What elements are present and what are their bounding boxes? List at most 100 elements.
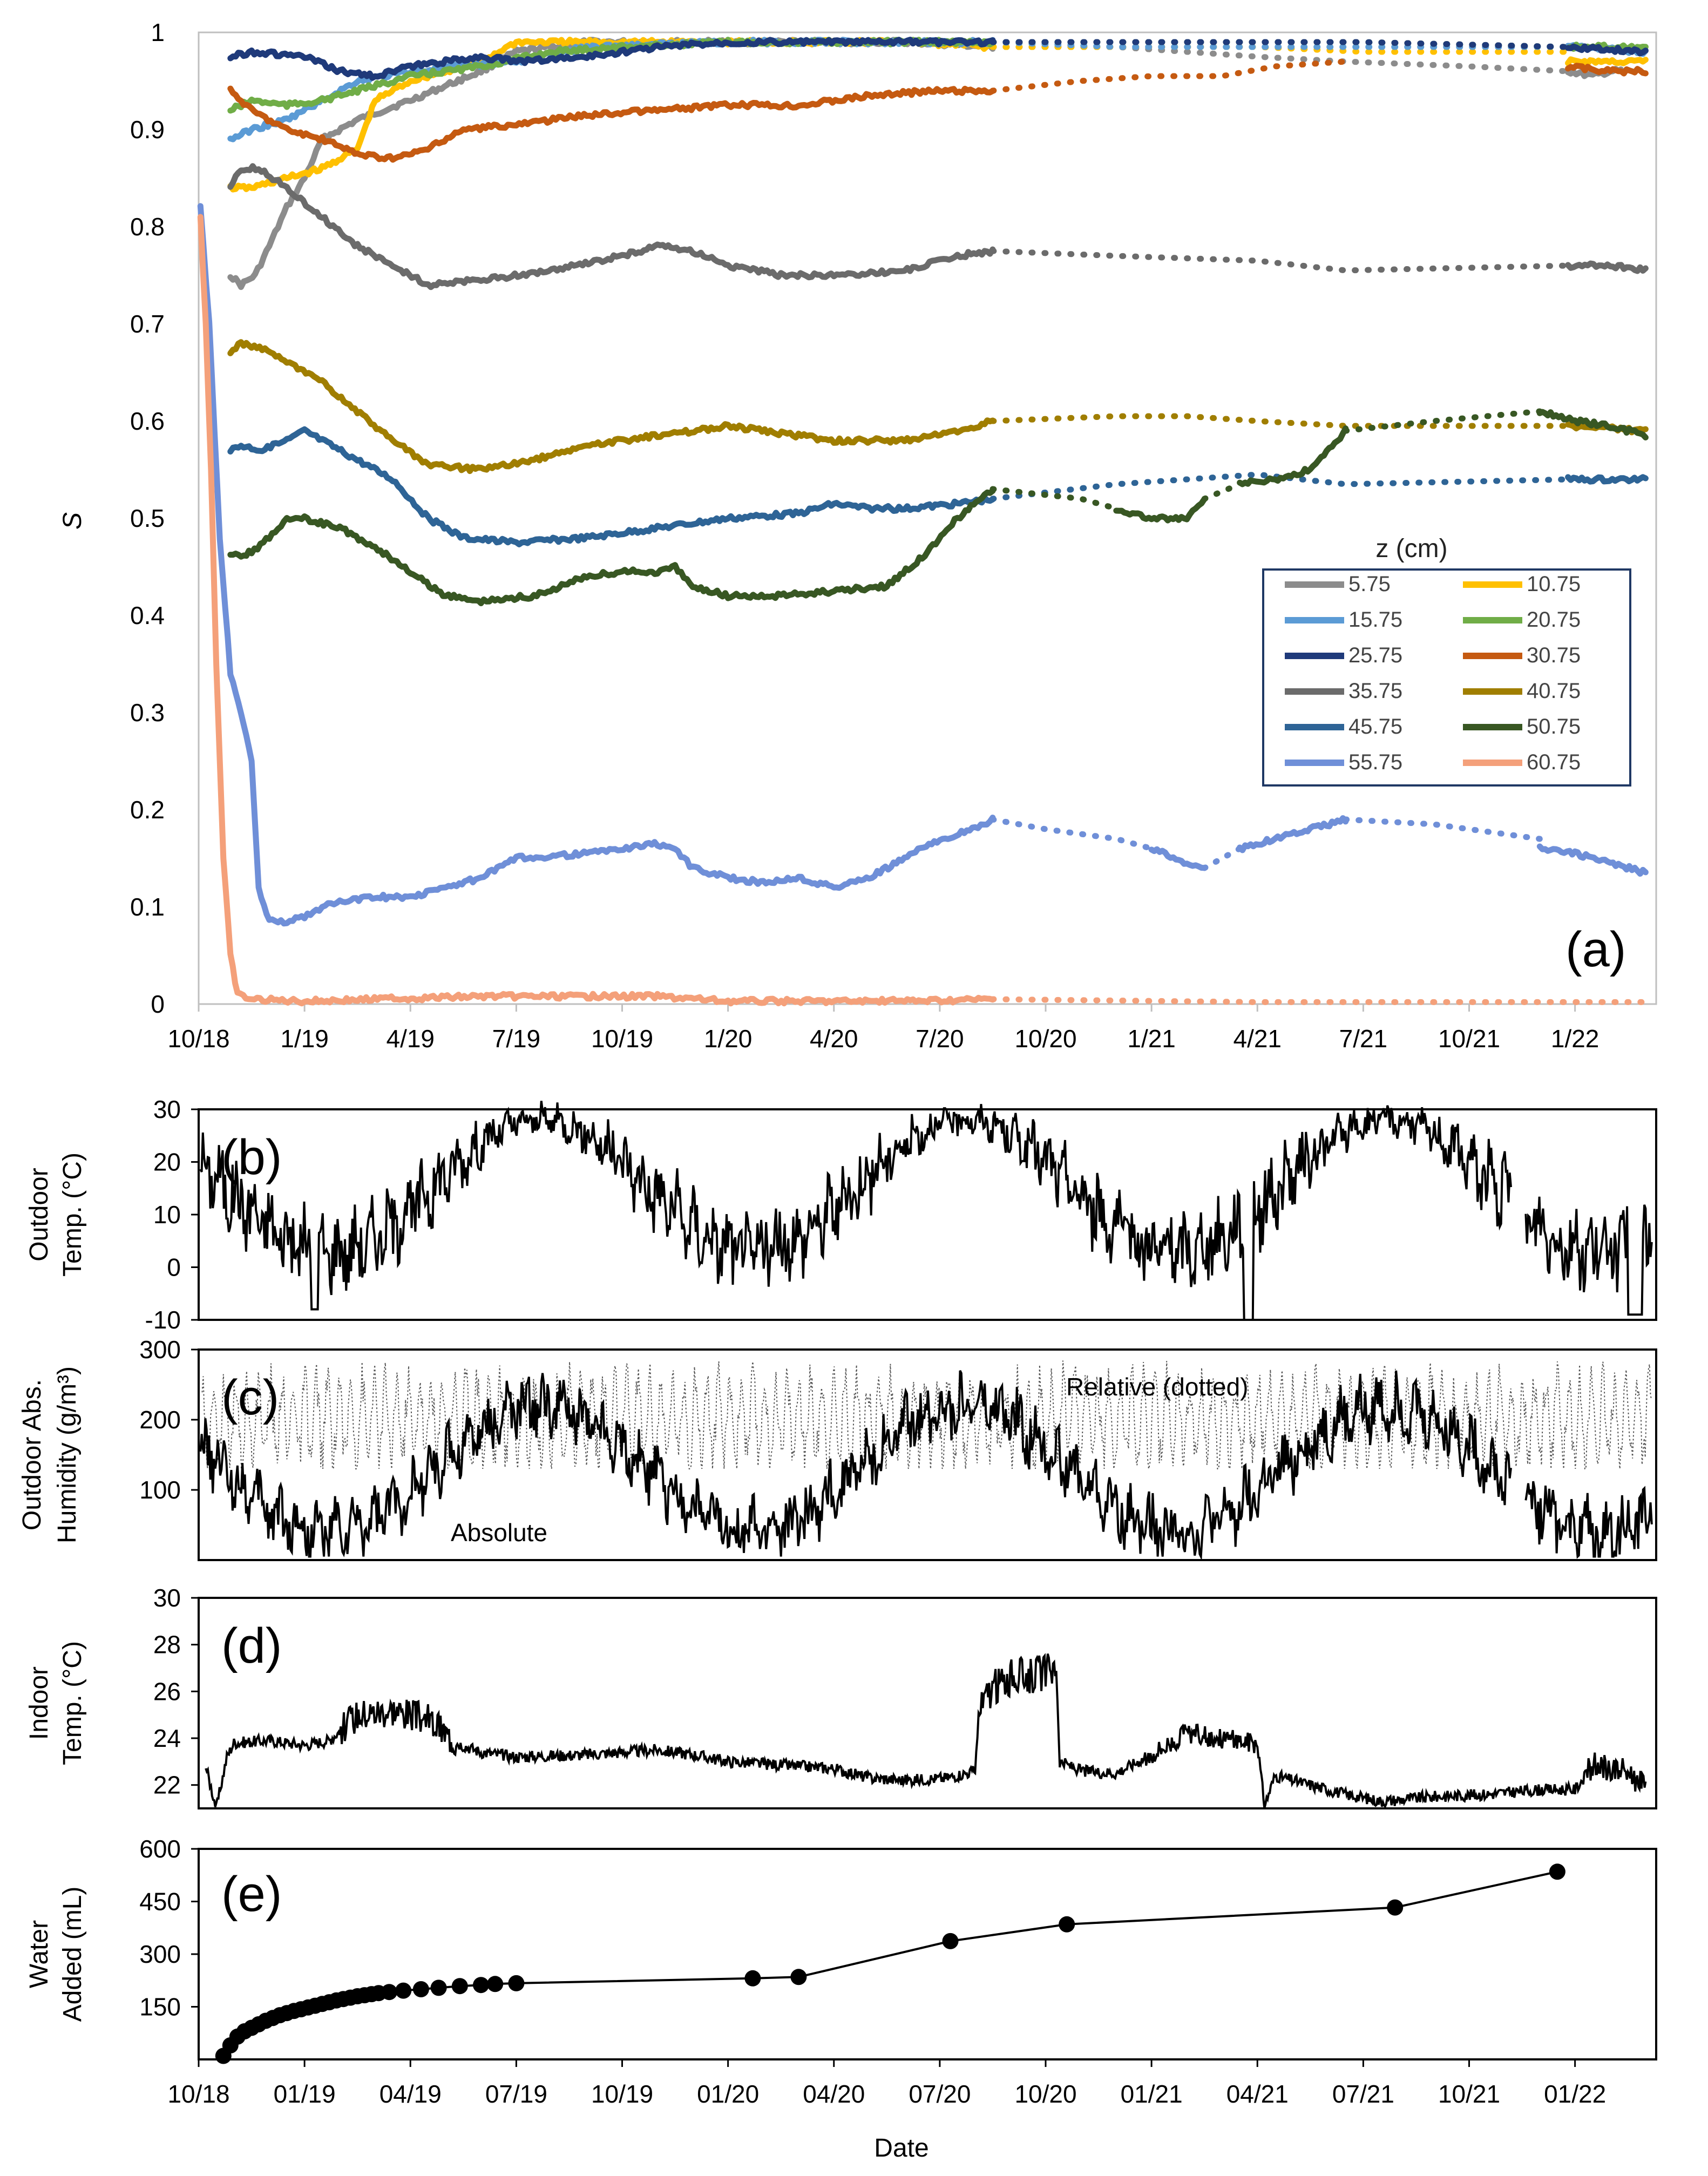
x-tick-label: 4/21 [1233,1025,1282,1053]
x-tick-label: 4/20 [810,1025,858,1053]
series-line-25.75 [227,37,996,81]
x-tick-label: 7/20 [916,1025,964,1053]
y-tick-label: 22 [153,1771,181,1799]
y-tick-label: 150 [139,1993,181,2021]
y-tick-label: 300 [139,1336,181,1364]
series-line-55.75 [1148,846,1208,871]
x-tick-label: 1/21 [1127,1025,1176,1053]
series-line-45.75 [227,426,996,547]
series-line-50.75 [227,487,996,606]
x-tick-label: 07/20 [909,2080,971,2108]
panel-a-y-axis-label: S [58,512,87,530]
legend-title: z (cm) [1375,534,1447,563]
legend-label: 10.75 [1527,572,1581,596]
panel-c-y-ticks: 100 200 300 [139,1336,199,1504]
panel-c-plot-area [198,1348,1657,1561]
data-point [412,1981,429,1997]
data-point [744,1970,761,1987]
data-point [473,1977,489,1994]
legend-box [1262,568,1631,787]
panel-c-outdoor-humidity-chart: 100 200 300 (c) Relative (dotted) Absolute… [18,1336,1657,1561]
y-tick-label: 0 [167,1253,181,1282]
x-tick-label: 04/20 [803,2080,865,2108]
x-tick-label: 1/20 [704,1025,753,1053]
svg-text:Temp. (°C): Temp. (°C) [58,1153,87,1277]
y-tick-label: 0.1 [130,893,165,921]
series-line-55.75 [197,203,996,927]
series-dotted-50.75 [989,486,1120,512]
panel-b-y-ticks: -10 0 10 20 30 [145,1095,199,1334]
data-point [395,1982,412,1999]
x-tick-label: 07/21 [1332,2080,1394,2108]
panel-a-series [197,37,1649,1007]
y-tick-label: 600 [139,1835,181,1863]
y-tick-label: 30 [153,1584,181,1612]
svg-text:Outdoor Abs.: Outdoor Abs. [18,1379,46,1530]
data-point [1059,1916,1075,1933]
y-tick-label: -10 [145,1306,181,1334]
series-dotted-40.75 [989,413,1571,429]
series-line-40.75 [227,339,996,474]
legend-label: 55.75 [1348,750,1402,774]
series-line-30.75 [227,85,996,163]
y-tick-label: 0.7 [130,310,165,338]
panel-d-y-axis-label: Indoor Temp. (°C) [25,1641,87,1765]
series-line-50.75 [1113,496,1208,524]
panel-b-series-line [199,1101,1653,1321]
x-tick-label: 1/22 [1551,1025,1599,1053]
series-line-35.75 [1565,260,1649,274]
panel-e-y-axis-label: Water Added (mL) [25,1887,87,2022]
panel-a-saturation-chart: 0 0.1 0.2 0.3 0.4 0.5 0.6 0.7 0.8 0.9 1 10/18 1/19 4… [58,18,1657,1053]
series-dotted-60.75 [989,996,1649,1005]
series-dotted-55.75 [989,816,1155,852]
series-dotted-5.75 [989,44,1571,74]
panel-d-y-ticks: 22 24 26 28 30 [153,1584,199,1799]
y-tick-label: 0.6 [130,407,165,435]
y-tick-label: 0.9 [130,116,165,144]
svg-text:Water: Water [25,1920,53,1988]
panel-c-absolute-humidity-line [199,1370,1653,1561]
svg-text:Indoor: Indoor [25,1666,53,1740]
y-tick-label: 0.5 [130,504,165,532]
panel-e-x-ticks: 10/18 01/19 04/19 07/19 10/19 01/20 04/20 07/20… [167,2059,1606,2108]
x-tick-label: 01/20 [697,2080,759,2108]
data-point [430,1980,447,1996]
panel-b-outdoor-temp-chart: -10 0 10 20 30 (b) Outdoor Temp. (°C) [25,1095,1657,1334]
x-tick-label: 7/19 [492,1025,541,1053]
y-tick-label: 100 [139,1476,181,1504]
series-line-50.75 [1536,409,1649,440]
panel-e-points [215,1863,1565,2064]
panel-b-letter: (b) [221,1130,282,1185]
y-tick-label: 24 [153,1724,181,1752]
series-line-45.75 [1565,474,1649,485]
x-tick-label: 10/18 [167,1025,229,1053]
legend-label: 30.75 [1527,643,1581,667]
x-tick-label: 7/21 [1339,1025,1388,1053]
y-tick-label: 30 [153,1095,181,1123]
data-point [1549,1863,1565,1880]
legend-label: 40.75 [1527,679,1581,703]
x-tick-label: 10/21 [1438,2080,1500,2108]
series-dotted-35.75 [989,248,1571,274]
x-tick-label: 10/19 [591,2080,653,2108]
x-tick-label: 01/21 [1121,2080,1183,2108]
legend-label: 15.75 [1348,608,1402,632]
legend-label: 60.75 [1527,750,1581,774]
legend-label: 20.75 [1527,608,1581,632]
legend-label: 5.75 [1348,572,1391,596]
series-line-35.75 [227,163,996,290]
panel-a-x-ticks: 10/18 1/19 4/19 7/19 10/19 1/20 4/20 7/20 10/20 1… [167,1004,1599,1053]
series-line-30.75 [1565,63,1649,77]
y-tick-label: 450 [139,1888,181,1916]
series-line-60.75 [197,214,996,1007]
panel-e-x-axis-label: Date [874,2134,928,2163]
annotation-relative: Relative (dotted) [1066,1373,1249,1401]
data-point [451,1978,468,1995]
panel-a-letter: (a) [1565,922,1626,977]
y-tick-label: 0.8 [130,213,165,241]
x-tick-label: 01/22 [1544,2080,1606,2108]
y-tick-label: 0.2 [130,796,165,824]
x-tick-label: 1/19 [280,1025,329,1053]
panel-e-letter: (e) [221,1867,282,1922]
y-tick-label: 0.4 [130,601,165,629]
